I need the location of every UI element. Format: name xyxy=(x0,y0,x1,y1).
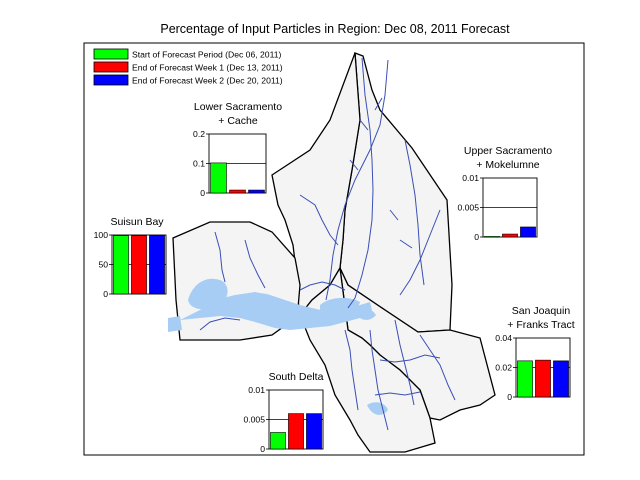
bar-san-joaquin-2 xyxy=(535,359,551,398)
y-tick-label: 50 xyxy=(98,260,108,270)
chart-title: + Mokelumne xyxy=(476,159,539,171)
inset-chart-south-delta: South Delta 0.01 0.005 0 xyxy=(243,371,323,454)
bar-san-joaquin-3 xyxy=(553,360,569,398)
bar-lower-sacramento-3 xyxy=(248,189,265,194)
waterways xyxy=(168,278,388,415)
figure-title: Percentage of Input Particles in Region:… xyxy=(160,22,510,36)
inset-chart-lower-sacramento: Lower Sacramento + Cache 0.2 0.1 0 xyxy=(193,101,282,198)
y-tick-label: 0.01 xyxy=(462,173,479,183)
legend-label-3: End of Forecast Week 2 (Dec 20, 2011) xyxy=(132,76,283,86)
y-tick-label: 0 xyxy=(103,289,108,299)
chart-title: + Cache xyxy=(218,115,258,127)
chart-title: Lower Sacramento xyxy=(194,101,282,113)
y-tick-label: 0 xyxy=(474,232,479,242)
bar-upper-sacramento-1 xyxy=(484,236,500,238)
y-tick-label: 0.01 xyxy=(248,385,265,395)
legend-swatch-1 xyxy=(93,48,129,60)
bar-upper-sacramento-2 xyxy=(502,233,518,238)
y-tick-label: 0 xyxy=(507,392,512,402)
legend-swatch-2 xyxy=(93,61,129,73)
legend: Start of Forecast Period (Dec 06, 2011) E… xyxy=(93,48,283,86)
y-tick-label: 100 xyxy=(94,230,109,240)
bar-lower-sacramento-1 xyxy=(210,162,227,194)
bar-suisun-bay-3 xyxy=(149,235,165,295)
bar-san-joaquin-1 xyxy=(517,360,533,398)
chart-title: Suisun Bay xyxy=(110,216,164,228)
y-tick-label: 0.04 xyxy=(495,333,512,343)
bar-south-delta-3 xyxy=(306,413,322,450)
river-channels xyxy=(199,57,456,431)
bar-south-delta-2 xyxy=(288,413,304,450)
chart-title: San Joaquin xyxy=(512,305,571,317)
y-tick-label: 0.02 xyxy=(495,363,512,373)
inset-chart-upper-sacramento: Upper Sacramento + Mokelumne 0.01 0.005 0 xyxy=(457,145,552,242)
y-tick-label: 0.005 xyxy=(243,415,265,425)
bar-suisun-bay-2 xyxy=(131,235,147,295)
legend-label-2: End of Forecast Week 1 (Dec 13, 2011) xyxy=(132,63,283,73)
y-tick-label: 0 xyxy=(200,188,205,198)
chart-title: South Delta xyxy=(269,371,324,383)
bar-south-delta-1 xyxy=(270,432,286,450)
delta-map xyxy=(168,52,496,453)
bar-suisun-bay-1 xyxy=(113,235,129,295)
y-tick-label: 0 xyxy=(260,444,265,454)
legend-swatch-3 xyxy=(93,74,129,86)
y-tick-label: 0.1 xyxy=(193,159,205,169)
bar-upper-sacramento-3 xyxy=(520,226,536,238)
chart-title: Upper Sacramento xyxy=(464,145,552,157)
y-tick-label: 0.2 xyxy=(193,129,205,139)
y-tick-label: 0.005 xyxy=(457,203,479,213)
chart-title: + Franks Tract xyxy=(507,319,574,331)
legend-label-1: Start of Forecast Period (Dec 06, 2011) xyxy=(132,50,281,60)
inset-chart-san-joaquin: San Joaquin + Franks Tract 0.04 0.02 0 xyxy=(495,305,575,402)
bar-lower-sacramento-2 xyxy=(229,189,246,194)
